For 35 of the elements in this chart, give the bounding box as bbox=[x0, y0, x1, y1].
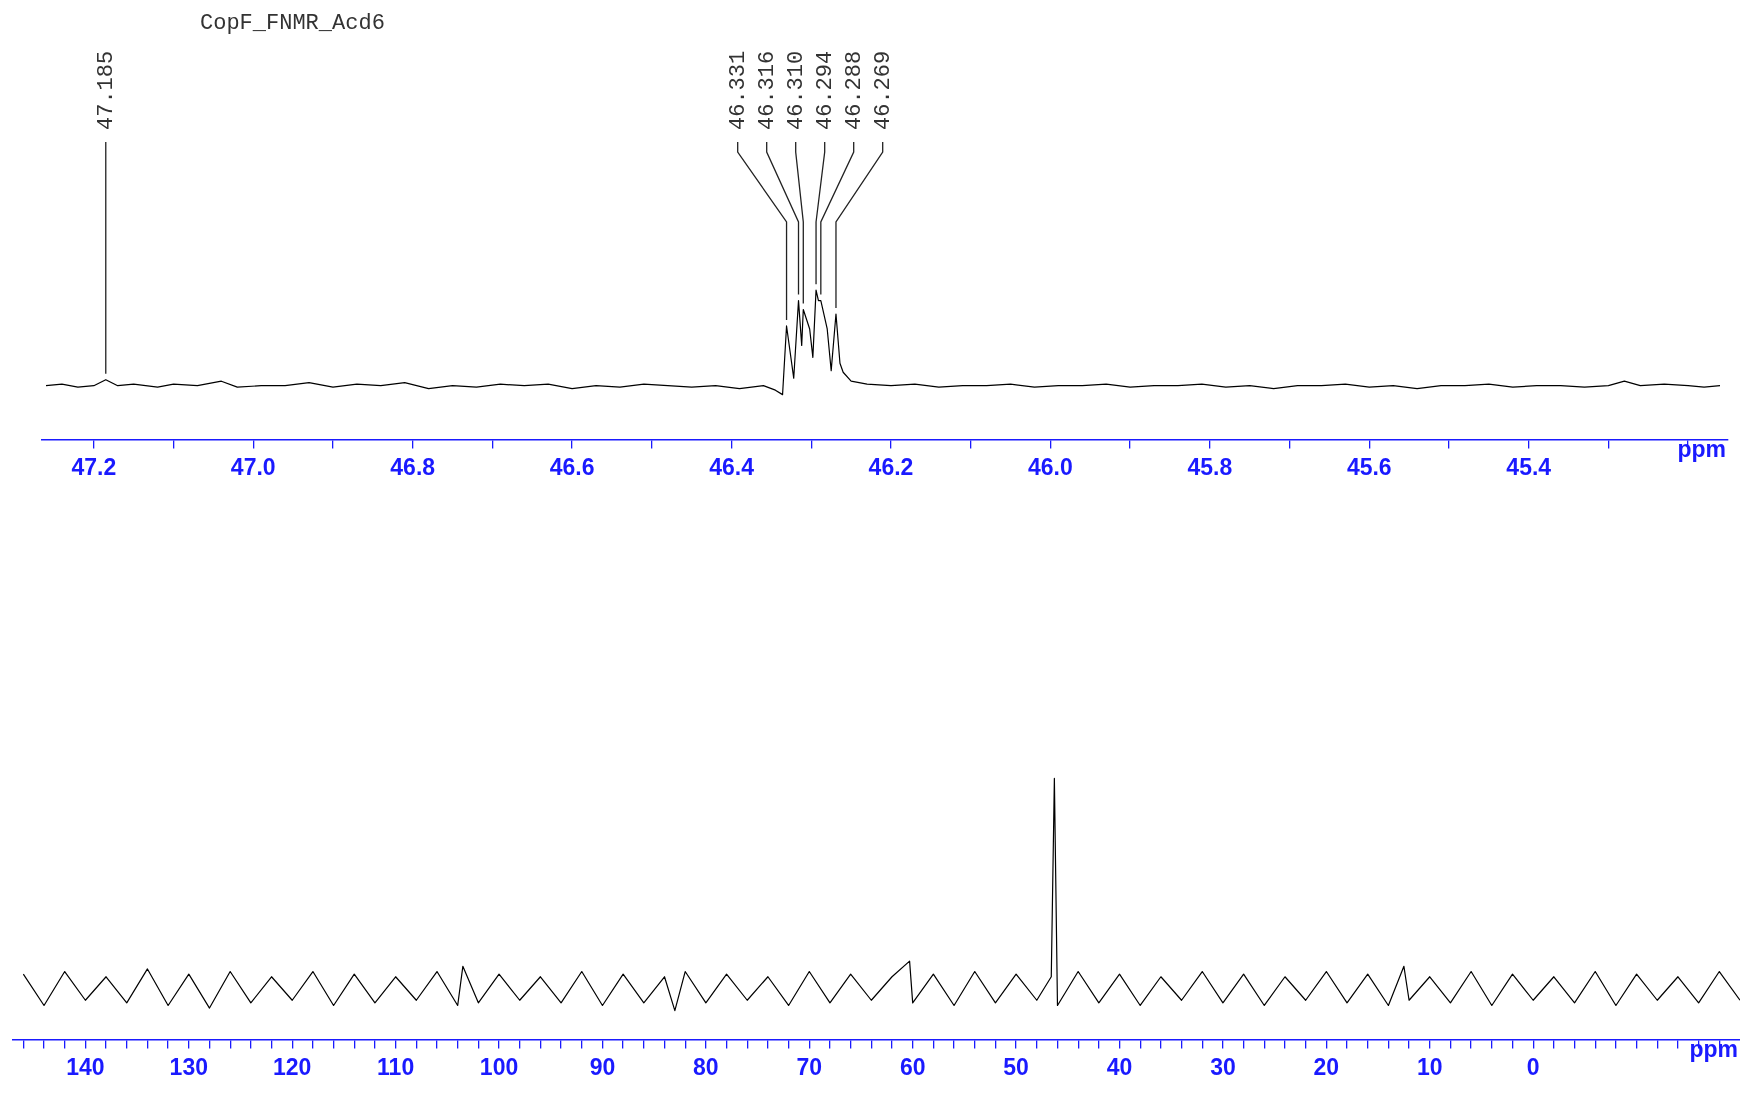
x-tick-label: 46.6 bbox=[549, 453, 595, 480]
chart-title: CopF_FNMR_Acd6 bbox=[200, 10, 385, 36]
x-tick-label: 46.4 bbox=[709, 453, 755, 480]
x-tick-label: 47.2 bbox=[71, 453, 117, 480]
x-tick-label: 10 bbox=[1416, 1053, 1443, 1080]
x-tick-label: 40 bbox=[1106, 1053, 1133, 1080]
annotation: 46.310 bbox=[783, 50, 809, 130]
annotation: 46.269 bbox=[870, 50, 896, 130]
x-tick-label: 45.6 bbox=[1346, 453, 1392, 480]
x-axis-title: ppm bbox=[1677, 436, 1726, 463]
x-tick-label: 140 bbox=[66, 1053, 105, 1080]
x-tick-label: 20 bbox=[1313, 1053, 1340, 1080]
x-tick-label: 0 bbox=[1526, 1053, 1540, 1080]
x-tick-label: 70 bbox=[796, 1053, 823, 1080]
x-tick-label: 100 bbox=[479, 1053, 519, 1080]
x-tick-label: 47.0 bbox=[230, 453, 276, 480]
x-tick-label: 46.0 bbox=[1028, 453, 1073, 480]
x-tick-label: 45.8 bbox=[1187, 453, 1233, 480]
x-tick-label: 46.2 bbox=[868, 453, 914, 480]
x-tick-label: 60 bbox=[899, 1053, 926, 1080]
annotation: 46.288 bbox=[841, 50, 867, 130]
x-tick-label: 120 bbox=[273, 1053, 312, 1080]
x-tick-label: 80 bbox=[693, 1053, 719, 1080]
x-tick-label: 50 bbox=[1003, 1053, 1029, 1080]
annotation: 46.316 bbox=[754, 50, 780, 130]
x-axis-title: ppm bbox=[1689, 1036, 1738, 1063]
annotation: 46.331 bbox=[725, 50, 751, 130]
x-tick-label: 30 bbox=[1210, 1053, 1236, 1080]
annotation: 46.294 bbox=[812, 50, 838, 130]
annotation: 47.185 bbox=[93, 50, 119, 130]
x-tick-label: 45.4 bbox=[1506, 453, 1552, 480]
x-tick-label: 110 bbox=[377, 1053, 415, 1080]
x-tick-label: 130 bbox=[169, 1053, 208, 1080]
x-tick-label: 46.8 bbox=[390, 453, 436, 480]
x-tick-label: 90 bbox=[589, 1053, 616, 1080]
